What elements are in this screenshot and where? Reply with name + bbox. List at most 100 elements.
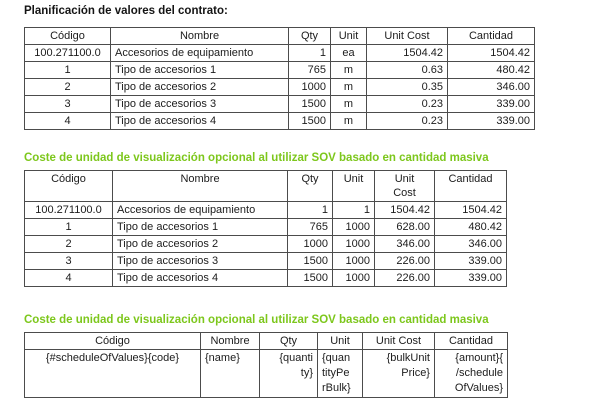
column-header-qty: Qty bbox=[259, 332, 318, 350]
column-header-qty: Qty bbox=[287, 170, 333, 202]
table-header-row: Código Nombre Qty Unit Unit Cost Cantida… bbox=[24, 27, 535, 45]
cell-unit: m bbox=[330, 61, 367, 79]
table-header-row: Código Nombre Qty Unit Unit Cost Cantida… bbox=[24, 170, 507, 202]
cell-codigo: 4 bbox=[24, 269, 113, 287]
cell-unit-cost: 0.23 bbox=[366, 95, 448, 113]
cell-cantidad: 339.00 bbox=[434, 252, 507, 270]
cell-nombre: Tipo de accesorios 1 bbox=[112, 218, 288, 236]
cell-qty: 1500 bbox=[287, 252, 333, 270]
column-header-nombre: Nombre bbox=[110, 27, 289, 45]
cell-nombre: Tipo de accesorios 1 bbox=[110, 61, 289, 79]
cell-unit: 1 bbox=[332, 201, 375, 219]
column-header-unit-cost: Unit Cost bbox=[366, 27, 448, 45]
cell-cantidad: 346.00 bbox=[434, 235, 507, 253]
bulk-sov-values-table: Código Nombre Qty Unit Unit Cost Cantida… bbox=[24, 170, 507, 287]
column-header-unit-cost: Unit Cost bbox=[362, 332, 435, 350]
cell-codigo: 100.271100.0 bbox=[24, 44, 111, 62]
table-row: 2 Tipo de accesorios 2 1000 1000 346.00 … bbox=[24, 235, 507, 253]
column-header-unit: Unit bbox=[317, 332, 363, 350]
cell-cantidad: 1504.42 bbox=[434, 201, 507, 219]
cell-unit: m bbox=[330, 78, 367, 96]
cell-cantidad: 480.42 bbox=[434, 218, 507, 236]
column-header-nombre: Nombre bbox=[112, 170, 288, 202]
contract-sov-table: Código Nombre Qty Unit Unit Cost Cantida… bbox=[24, 27, 535, 130]
column-header-qty: Qty bbox=[288, 27, 331, 45]
cell-cantidad: 339.00 bbox=[434, 269, 507, 287]
cell-qty: 765 bbox=[288, 61, 331, 79]
column-header-nombre: Nombre bbox=[200, 332, 260, 350]
cell-unit-cost: 628.00 bbox=[374, 218, 435, 236]
cell-codigo: 4 bbox=[24, 112, 111, 130]
cell-qty: 1500 bbox=[287, 269, 333, 287]
table-row: 2 Tipo de accesorios 2 1000 m 0.35 346.0… bbox=[24, 78, 535, 96]
cell-codigo: 2 bbox=[24, 235, 113, 253]
column-header-unit: Unit bbox=[332, 170, 375, 202]
table-row: 4 Tipo de accesorios 4 1500 1000 226.00 … bbox=[24, 269, 507, 287]
table-row: 100.271100.0 Accesorios de equipamiento … bbox=[24, 201, 507, 219]
cell-nombre: Accesorios de equipamiento bbox=[112, 201, 288, 219]
section-title-contract-sov: Planificación de valores del contrato: bbox=[24, 5, 228, 17]
column-header-unit-cost: Unit Cost bbox=[374, 170, 435, 202]
cell-unit-cost-placeholder: {bulkUnit Price} bbox=[362, 349, 435, 398]
cell-qty-placeholder: {quanti ty} bbox=[259, 349, 318, 398]
cell-unit-cost: 0.23 bbox=[366, 112, 448, 130]
cell-nombre: Tipo de accesorios 4 bbox=[112, 269, 288, 287]
cell-cantidad: 1504.42 bbox=[447, 44, 535, 62]
cell-unit: m bbox=[330, 95, 367, 113]
cell-nombre: Tipo de accesorios 3 bbox=[112, 252, 288, 270]
column-header-cantidad: Cantidad bbox=[434, 170, 507, 202]
cell-nombre: Tipo de accesorios 2 bbox=[110, 78, 289, 96]
cell-unit: 1000 bbox=[332, 252, 375, 270]
cell-unit-cost: 226.00 bbox=[374, 252, 435, 270]
cell-unit-cost: 1504.42 bbox=[374, 201, 435, 219]
cell-unit-cost: 0.63 bbox=[366, 61, 448, 79]
cell-unit: ea bbox=[330, 44, 367, 62]
cell-cantidad: 339.00 bbox=[447, 112, 535, 130]
cell-nombre: Tipo de accesorios 4 bbox=[110, 112, 289, 130]
column-header-cantidad: Cantidad bbox=[434, 332, 508, 350]
cell-codigo: 2 bbox=[24, 78, 111, 96]
column-header-codigo: Código bbox=[24, 27, 111, 45]
cell-codigo: 100.271100.0 bbox=[24, 201, 113, 219]
cell-qty: 1 bbox=[287, 201, 333, 219]
cell-unit-cost: 346.00 bbox=[374, 235, 435, 253]
table-row: 1 Tipo de accesorios 1 765 m 0.63 480.42 bbox=[24, 61, 535, 79]
table-row: {#scheduleOfValues}{code} {name} {quanti… bbox=[24, 349, 508, 398]
cell-cantidad: 346.00 bbox=[447, 78, 535, 96]
table-header-row: Código Nombre Qty Unit Unit Cost Cantida… bbox=[24, 332, 508, 350]
cell-codigo: 1 bbox=[24, 61, 111, 79]
column-header-codigo: Código bbox=[24, 332, 201, 350]
cell-nombre: Accesorios de equipamiento bbox=[110, 44, 289, 62]
cell-nombre: Tipo de accesorios 2 bbox=[112, 235, 288, 253]
cell-nombre-placeholder: {name} bbox=[200, 349, 260, 398]
cell-unit: 1000 bbox=[332, 269, 375, 287]
cell-codigo: 3 bbox=[24, 95, 111, 113]
cell-unit: 1000 bbox=[332, 235, 375, 253]
cell-unit-cost: 226.00 bbox=[374, 269, 435, 287]
column-header-codigo: Código bbox=[24, 170, 113, 202]
cell-qty: 1500 bbox=[288, 95, 331, 113]
table-row: 3 Tipo de accesorios 3 1500 m 0.23 339.0… bbox=[24, 95, 535, 113]
cell-cantidad-placeholder: {amount}{ /schedule OfValues} bbox=[434, 349, 508, 398]
cell-codigo: 3 bbox=[24, 252, 113, 270]
cell-qty: 765 bbox=[287, 218, 333, 236]
cell-qty: 1000 bbox=[288, 78, 331, 96]
table-row: 4 Tipo de accesorios 4 1500 m 0.23 339.0… bbox=[24, 112, 535, 130]
bulk-sov-template-table: Código Nombre Qty Unit Unit Cost Cantida… bbox=[24, 332, 508, 398]
column-header-unit: Unit bbox=[330, 27, 367, 45]
section-title-bulk-sov-values: Coste de unidad de visualización opciona… bbox=[24, 152, 489, 164]
cell-codigo: 1 bbox=[24, 218, 113, 236]
cell-qty: 1000 bbox=[287, 235, 333, 253]
cell-unit: 1000 bbox=[332, 218, 375, 236]
cell-codigo-placeholder: {#scheduleOfValues}{code} bbox=[24, 349, 201, 398]
cell-qty: 1500 bbox=[288, 112, 331, 130]
section-title-bulk-sov-template: Coste de unidad de visualización opciona… bbox=[24, 314, 489, 326]
cell-unit-cost: 0.35 bbox=[366, 78, 448, 96]
cell-cantidad: 339.00 bbox=[447, 95, 535, 113]
cell-qty: 1 bbox=[288, 44, 331, 62]
table-row: 1 Tipo de accesorios 1 765 1000 628.00 4… bbox=[24, 218, 507, 236]
cell-unit-cost: 1504.42 bbox=[366, 44, 448, 62]
cell-unit: m bbox=[330, 112, 367, 130]
table-row: 100.271100.0 Accesorios de equipamiento … bbox=[24, 44, 535, 62]
